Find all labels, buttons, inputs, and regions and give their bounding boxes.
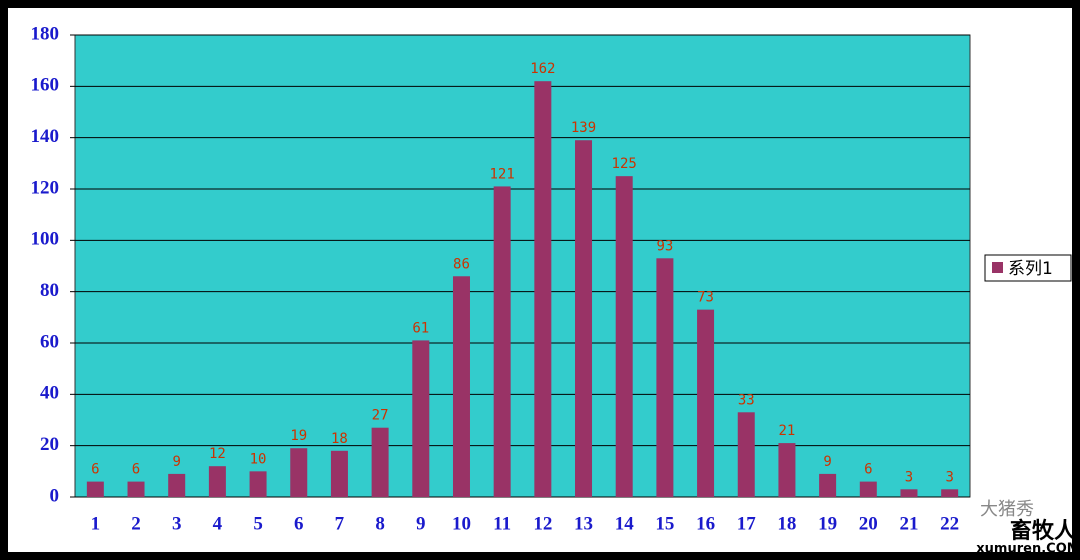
x-tick-label: 10	[452, 513, 471, 534]
bar	[371, 427, 389, 497]
legend: 系列1	[984, 254, 1072, 282]
bar	[534, 81, 552, 497]
bar	[778, 443, 796, 497]
x-tick-label: 22	[940, 513, 959, 534]
bar	[412, 340, 430, 497]
bar	[168, 473, 186, 497]
y-tick-label: 120	[31, 177, 60, 198]
value-label: 9	[823, 454, 831, 470]
x-tick-label: 20	[859, 513, 878, 534]
bar	[575, 140, 593, 497]
x-tick-label: 1	[91, 513, 101, 534]
x-tick-label: 9	[416, 513, 426, 534]
y-tick-label: 180	[31, 23, 60, 44]
x-tick-label: 8	[375, 513, 385, 534]
x-tick-label: 4	[213, 513, 223, 534]
x-tick-label: 19	[818, 513, 837, 534]
x-tick-label: 3	[172, 513, 182, 534]
bar	[452, 276, 470, 497]
legend-swatch	[992, 262, 1003, 273]
watermark: 大猪秀	[980, 499, 1034, 520]
y-tick-label: 40	[40, 383, 59, 404]
x-tick-label: 11	[493, 513, 511, 534]
bar	[656, 258, 674, 497]
x-tick-label: 15	[655, 513, 674, 534]
x-tick-label: 6	[294, 513, 304, 534]
value-label: 139	[571, 120, 596, 136]
bar	[208, 466, 226, 497]
value-label: 121	[490, 166, 515, 182]
bar	[819, 473, 837, 497]
value-label: 162	[530, 61, 555, 77]
x-tick-label: 21	[899, 513, 918, 534]
y-tick-label: 80	[40, 280, 59, 301]
legend-label: 系列1	[1008, 259, 1053, 279]
y-tick-label: 140	[31, 126, 60, 147]
y-tick-label: 160	[31, 75, 60, 96]
bar	[249, 471, 267, 497]
bar	[859, 481, 877, 497]
value-label: 86	[453, 256, 470, 272]
bar	[330, 450, 348, 497]
x-tick-label: 14	[615, 513, 635, 534]
watermark: xumuren.COM	[976, 542, 1079, 557]
x-tick-label: 17	[737, 513, 757, 534]
value-label: 9	[172, 454, 180, 470]
value-label: 93	[656, 238, 673, 254]
bar	[737, 412, 755, 497]
bar	[697, 309, 715, 497]
value-label: 125	[612, 156, 637, 172]
x-tick-label: 2	[131, 513, 141, 534]
y-tick-label: 0	[50, 485, 60, 506]
bar	[493, 186, 511, 497]
value-label: 18	[331, 431, 348, 447]
plot-area	[74, 34, 971, 498]
x-tick-label: 16	[696, 513, 715, 534]
value-label: 6	[132, 462, 140, 478]
value-label: 3	[905, 469, 913, 485]
value-label: 6	[91, 462, 99, 478]
bar	[290, 448, 308, 497]
value-label: 27	[372, 408, 389, 424]
value-label: 10	[250, 451, 267, 467]
x-tick-label: 12	[533, 513, 552, 534]
y-tick-label: 60	[40, 331, 59, 352]
value-label: 12	[209, 446, 226, 462]
bar	[86, 481, 104, 497]
value-label: 73	[697, 290, 714, 306]
value-label: 21	[779, 423, 796, 439]
value-label: 61	[412, 320, 429, 336]
bar	[941, 489, 959, 497]
value-label: 33	[738, 392, 755, 408]
x-tick-label: 18	[777, 513, 796, 534]
bar	[615, 176, 633, 497]
watermark: 畜牧人	[1010, 518, 1076, 544]
x-tick-label: 7	[335, 513, 345, 534]
x-tick-label: 5	[253, 513, 263, 534]
x-tick-label: 13	[574, 513, 593, 534]
value-label: 3	[945, 469, 953, 485]
bar	[900, 489, 918, 497]
value-label: 19	[290, 428, 307, 444]
y-tick-label: 100	[31, 229, 60, 250]
bar	[127, 481, 145, 497]
value-label: 6	[864, 462, 872, 478]
y-tick-label: 20	[40, 434, 59, 455]
